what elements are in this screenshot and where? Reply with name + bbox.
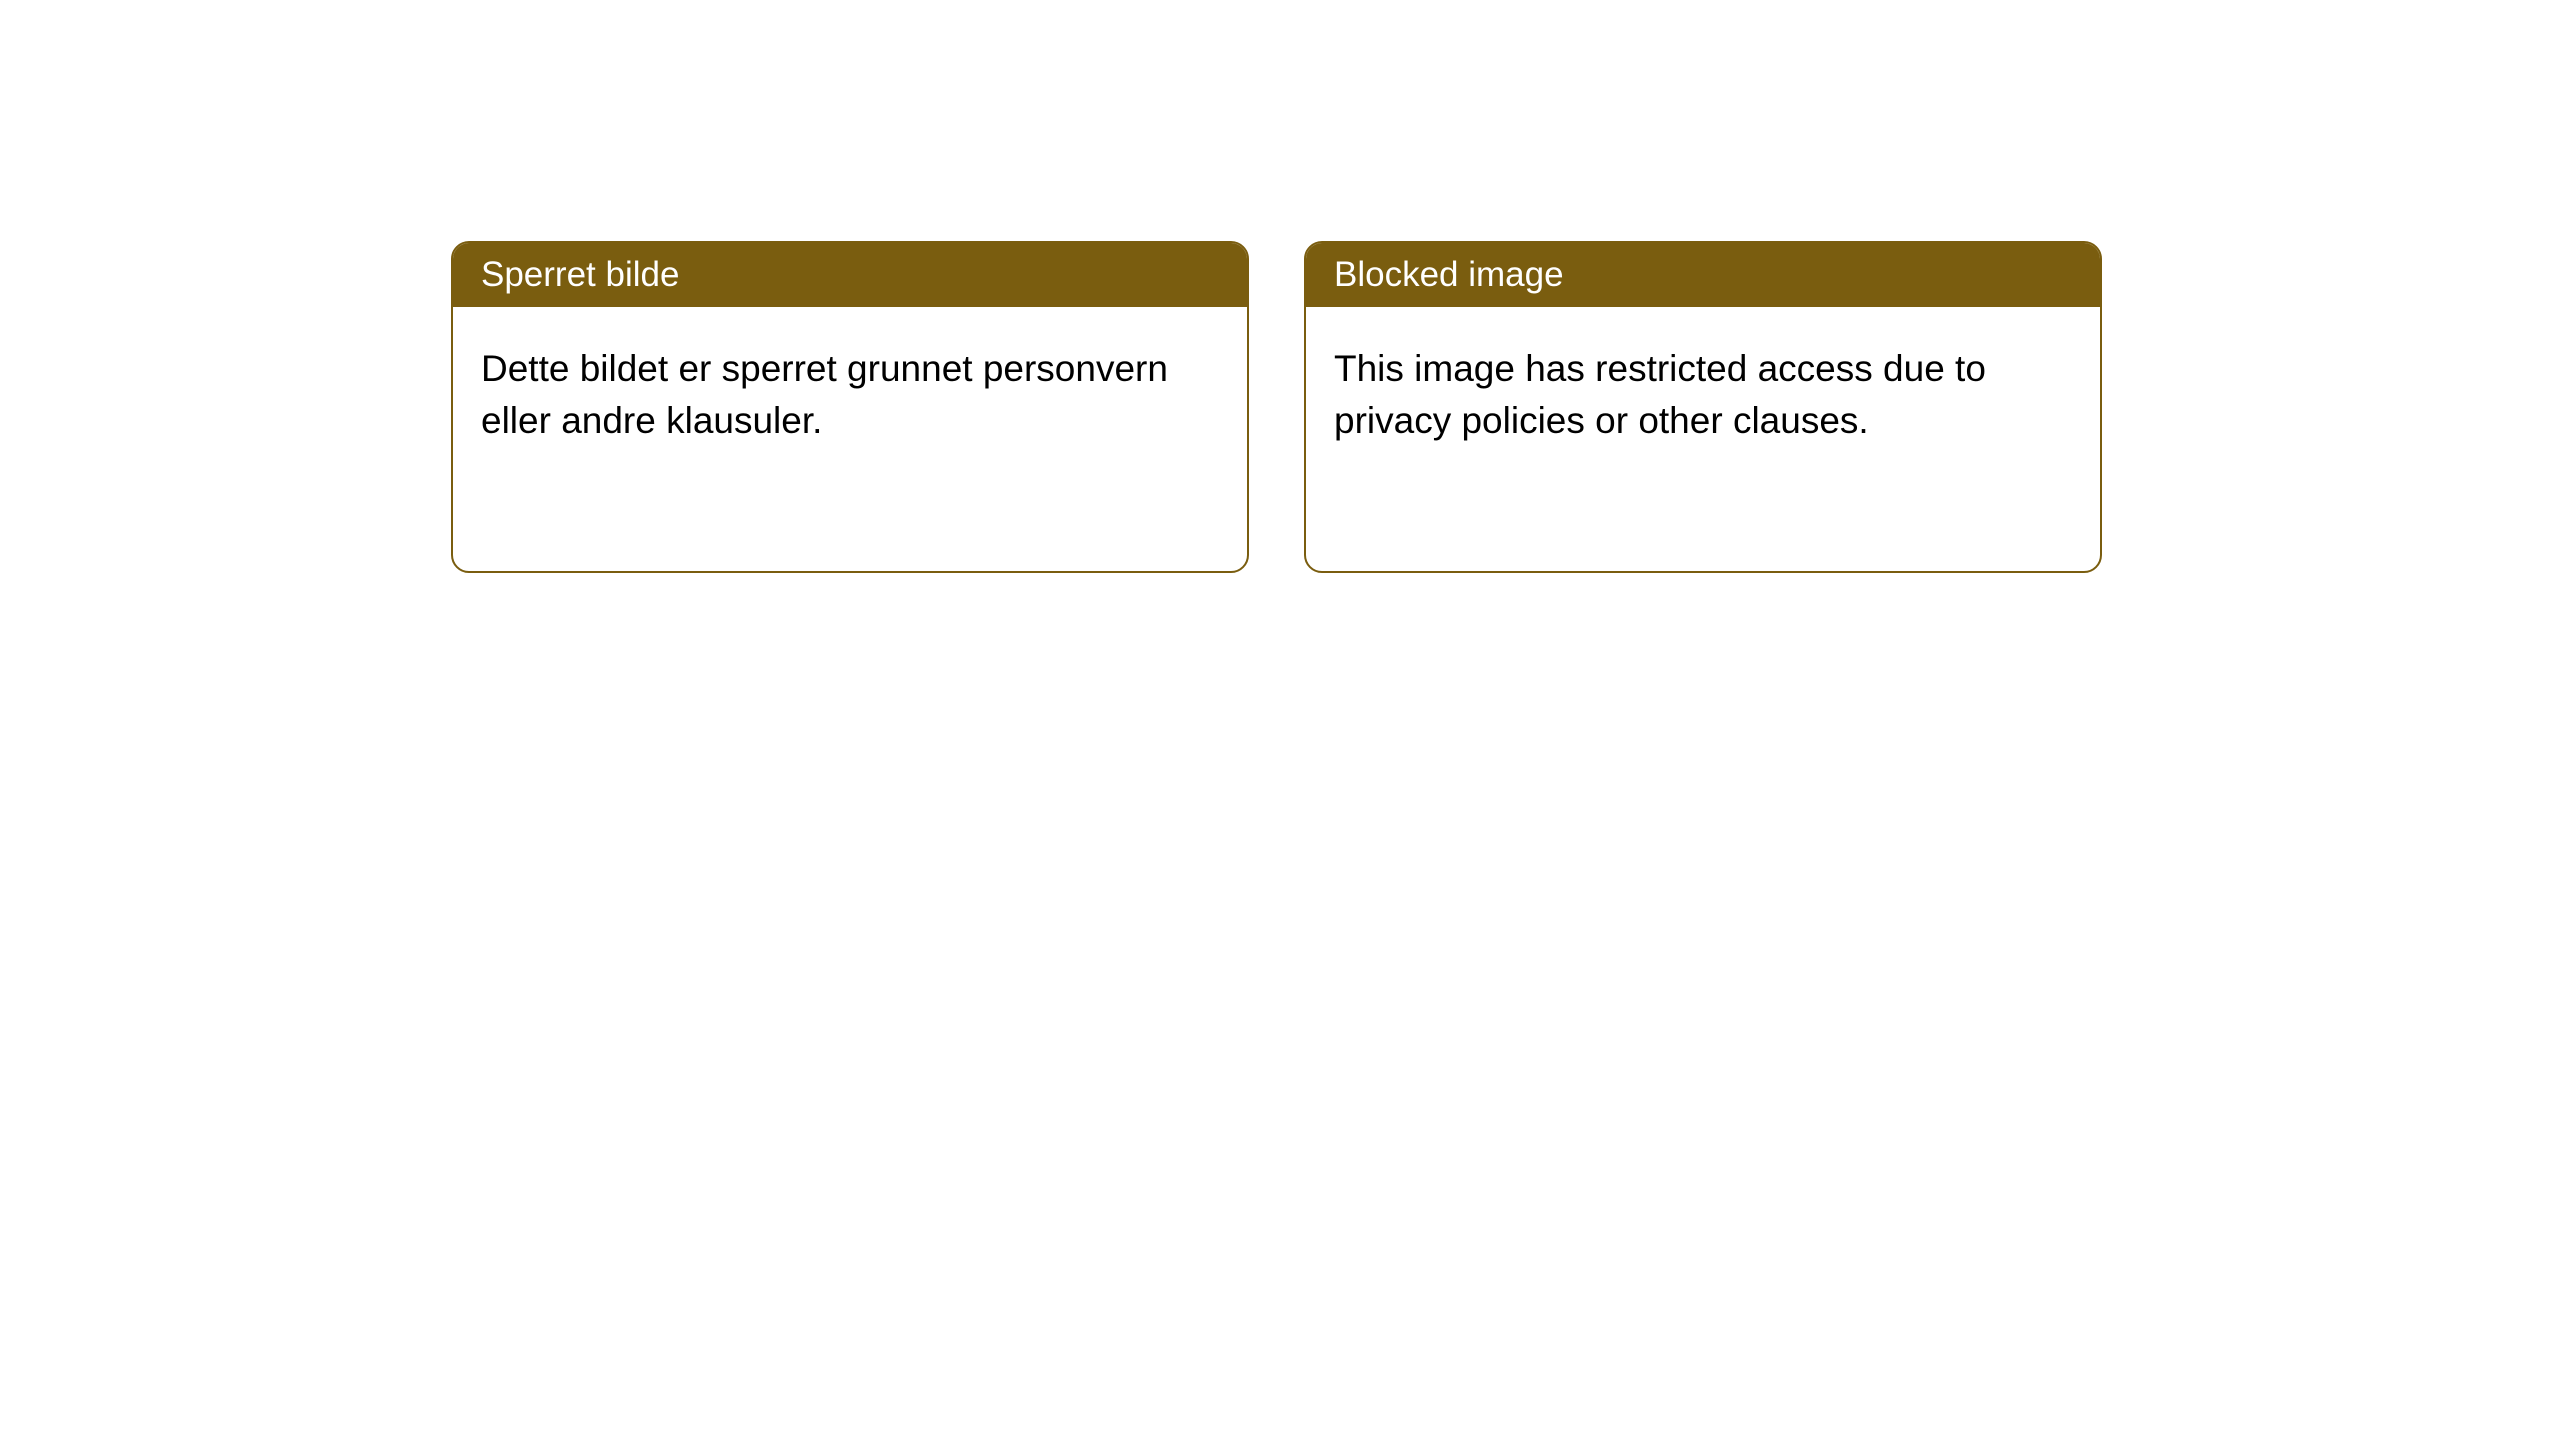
notice-header: Blocked image xyxy=(1306,243,2100,307)
notice-container: Sperret bilde Dette bildet er sperret gr… xyxy=(451,241,2102,573)
notice-body: This image has restricted access due to … xyxy=(1306,307,2100,483)
notice-header: Sperret bilde xyxy=(453,243,1247,307)
notice-card-norwegian: Sperret bilde Dette bildet er sperret gr… xyxy=(451,241,1249,573)
notice-card-english: Blocked image This image has restricted … xyxy=(1304,241,2102,573)
notice-body: Dette bildet er sperret grunnet personve… xyxy=(453,307,1247,483)
